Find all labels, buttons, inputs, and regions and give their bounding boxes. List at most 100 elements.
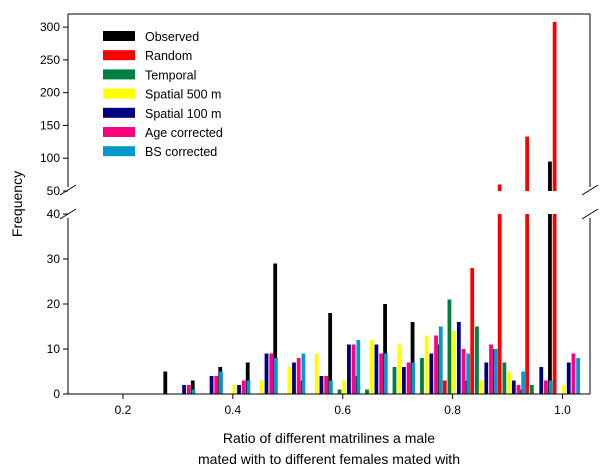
bar-random-0.8 — [442, 380, 447, 394]
bar-spatial-100-m-0.8 — [456, 322, 461, 394]
legend: Observed Random Temporal Spatial 500 m Spati… — [103, 30, 223, 159]
axis-break-left-gap — [60, 189, 76, 216]
bar-bs-corrected-0.9 — [521, 371, 526, 394]
bar-bs-corrected-0.7 — [411, 362, 416, 394]
bar-spatial-100-m-0.5 — [292, 362, 296, 394]
labels-layer: 0 10 20 30 40 50 100 150 200 250 300 0.2 0.4 0.6 0.8 1.… — [9, 20, 571, 467]
axis-break-right-gap — [582, 189, 598, 216]
bar-temporal-0.7 — [392, 367, 397, 394]
legend-label-age-corrected: Age corrected — [145, 126, 223, 140]
y-tick-label-0: 0 — [53, 387, 60, 401]
legend-swatch-observed — [103, 31, 135, 41]
bar-observed-0.5 — [273, 263, 278, 394]
y-tick-label-30: 30 — [47, 252, 61, 266]
bar-temporal-0.9 — [502, 362, 507, 394]
legend-swatch-temporal — [103, 69, 135, 80]
bar-bs-corrected-0.5 — [301, 353, 306, 394]
bar-bs-corrected-0.4 — [246, 380, 251, 394]
bar-observed-0.7 — [383, 304, 387, 394]
axis-break-right-top — [581, 184, 599, 196]
bar-random-1-lower — [552, 214, 557, 394]
bar-spatial-500-m-0.75 — [424, 335, 429, 394]
legend-swatch-spatial-500-m — [103, 88, 135, 99]
bar-observed-0.3 — [163, 371, 168, 394]
bar-temporal-0.95 — [529, 385, 534, 394]
bar-bs-corrected-0.75 — [438, 326, 443, 394]
bar-age-corrected-0.5 — [296, 358, 301, 394]
legend-label-temporal: Temporal — [145, 68, 196, 82]
bar-age-corrected-0.45 — [269, 353, 274, 394]
bar-spatial-500-m-0.9 — [507, 371, 511, 394]
legend-label-observed: Observed — [145, 30, 199, 44]
bar-temporal-0.8 — [447, 299, 452, 394]
bar-age-corrected-0.3 — [186, 385, 191, 394]
bar-random-1-upper — [552, 21, 557, 192]
y-tick-label-20: 20 — [47, 297, 61, 311]
bar-spatial-100-m-0.9 — [511, 380, 516, 394]
legend-label-bs-corrected: BS corrected — [145, 145, 217, 159]
bar-age-corrected-0.65 — [379, 353, 384, 394]
bar-age-corrected-0.75 — [434, 335, 438, 394]
y-tick-label-100: 100 — [40, 151, 60, 165]
bar-temporal-0.65 — [365, 389, 369, 394]
bar-bs-corrected-0.6 — [356, 340, 361, 394]
legend-swatch-random — [103, 50, 135, 61]
x-axis-title-line-1: Ratio of different matrilines a male — [223, 430, 435, 446]
bar-observed-0.35 — [190, 380, 195, 394]
bar-age-corrected-0.95 — [544, 380, 548, 394]
bar-spatial-500-m-0.45 — [259, 380, 264, 394]
bar-spatial-100-m-0.95 — [539, 367, 544, 394]
bar-age-corrected-0.8 — [461, 349, 466, 394]
bar-spatial-100-m-0.6 — [347, 344, 351, 394]
bar-spatial-500-m-0.8 — [452, 331, 457, 394]
bar-observed-0.45 — [245, 362, 250, 394]
bar-observed-0.6 — [328, 313, 333, 394]
bar-spatial-500-m-0.5 — [287, 367, 292, 394]
bar-age-corrected-0.7 — [406, 362, 411, 394]
bar-age-corrected-0.4 — [241, 380, 246, 394]
axis-break-left-top — [59, 184, 77, 196]
bar-spatial-500-m-0.85 — [479, 380, 484, 394]
bar-bs-corrected-0.95 — [548, 380, 553, 394]
bar-bs-corrected-1 — [576, 358, 581, 394]
legend-swatch-bs-corrected — [103, 146, 135, 157]
bar-spatial-100-m-0.85 — [484, 362, 489, 394]
y-tick-label-40: 40 — [47, 207, 61, 221]
legend-label-spatial-500-m: Spatial 500 m — [145, 88, 221, 102]
bar-random-0.85 — [470, 268, 475, 394]
bar-spatial-100-m-0.4 — [237, 385, 241, 394]
bar-spatial-500-m-1 — [562, 385, 566, 394]
break-gap — [77, 191, 581, 214]
y-tick-label-300: 300 — [40, 20, 60, 34]
legend-swatch-spatial-100-m — [103, 107, 135, 118]
x-tick-label-0.6: 0.6 — [334, 403, 351, 417]
bar-spatial-500-m-0.4 — [232, 385, 237, 394]
bar-age-corrected-0.55 — [324, 376, 329, 394]
bar-bs-corrected-0.85 — [493, 349, 498, 394]
bar-bs-corrected-0.35 — [219, 371, 223, 394]
axes-layer — [59, 13, 599, 399]
y-tick-label-150: 150 — [40, 118, 60, 132]
x-tick-label-0.8: 0.8 — [444, 403, 461, 417]
bar-age-corrected-0.85 — [489, 344, 493, 394]
bar-temporal-0.85 — [475, 326, 479, 394]
bar-random-0.95-lower — [525, 214, 530, 394]
bar-spatial-100-m-0.75 — [429, 353, 434, 394]
bar-spatial-100-m-0.45 — [264, 353, 269, 394]
bar-bs-corrected-0.8 — [466, 353, 471, 394]
y-tick-label-200: 200 — [40, 86, 60, 100]
y-axis-title: Frequency — [9, 171, 25, 237]
y-tick-label-10: 10 — [47, 342, 61, 356]
bars-layer — [77, 21, 581, 394]
bar-age-corrected-0.6 — [351, 344, 356, 394]
bar-bs-corrected-0.55 — [328, 380, 333, 394]
bar-random-0.9-lower — [497, 214, 502, 394]
bar-spatial-100-m-0.55 — [319, 376, 324, 394]
x-tick-label-0.2: 0.2 — [115, 403, 132, 417]
x-axis-title-line-2: mated with to different females mated wi… — [198, 451, 460, 467]
bar-observed-0.75 — [410, 322, 415, 394]
bar-age-corrected-0.35 — [214, 376, 219, 394]
bar-spatial-100-m-0.7 — [401, 367, 406, 394]
axis-break-right-bottom — [581, 208, 599, 220]
